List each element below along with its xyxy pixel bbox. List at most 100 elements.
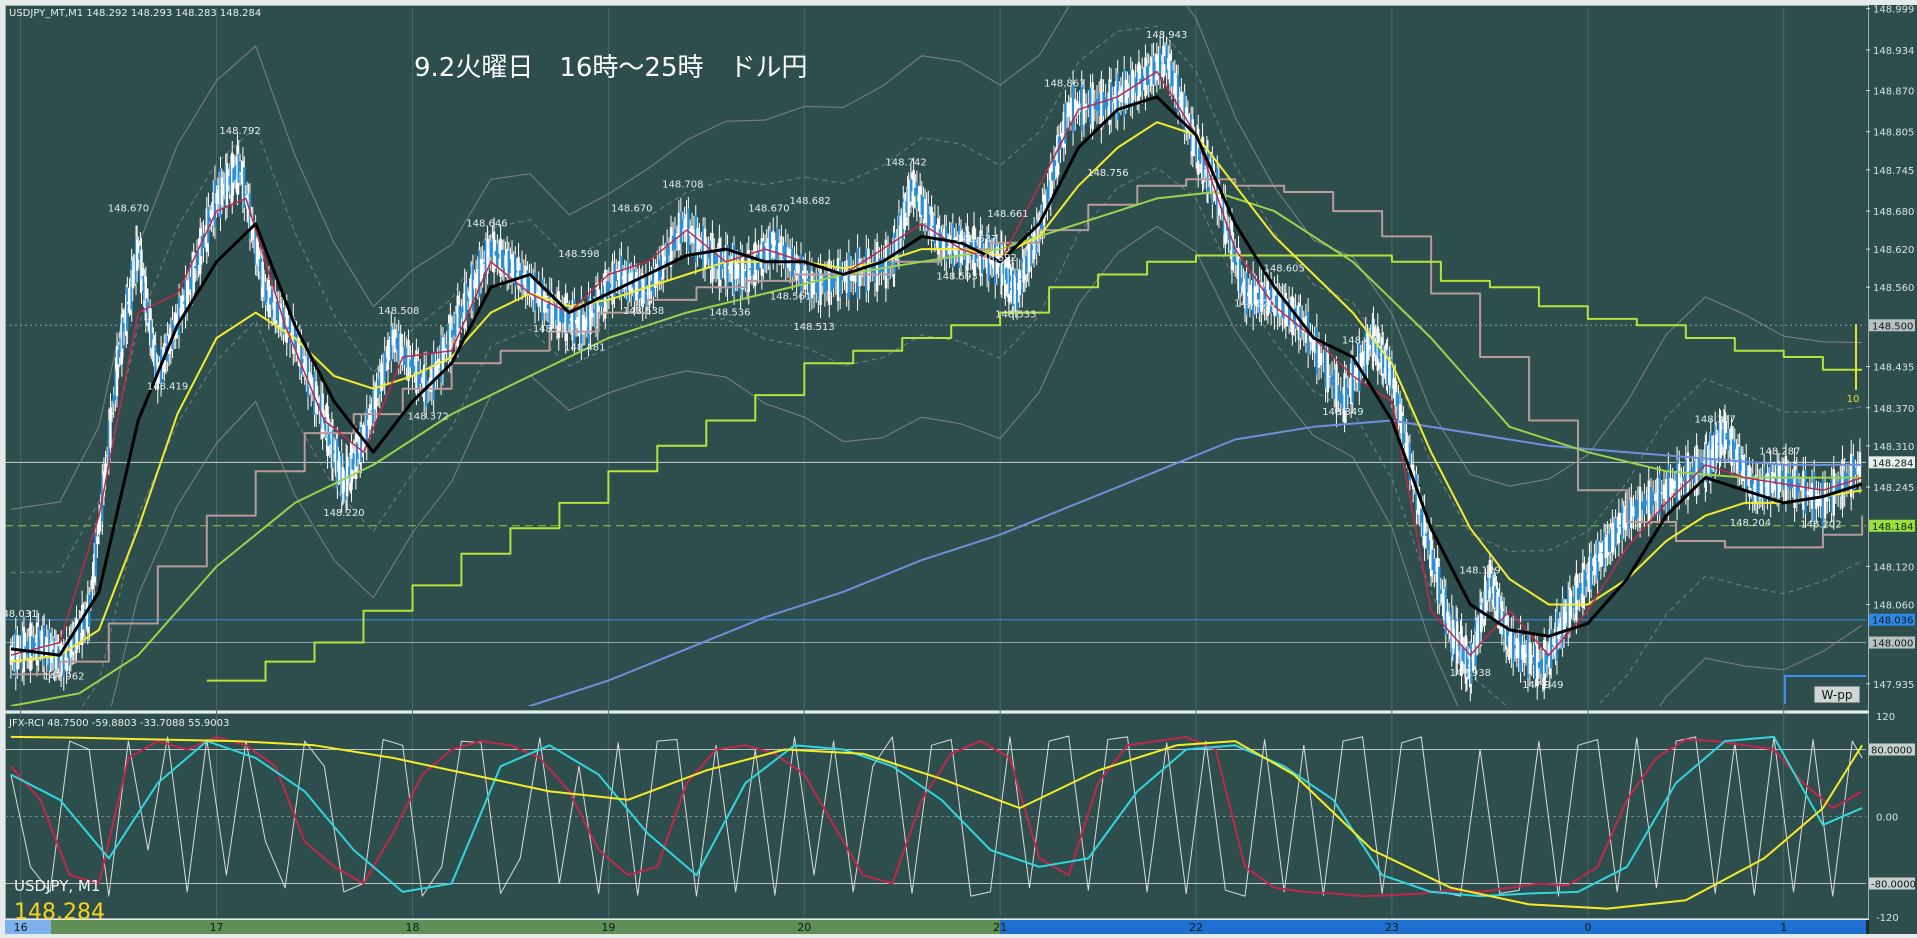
annotation-33: 148.129 <box>1459 566 1500 577</box>
candle-body <box>251 220 255 240</box>
candle-body <box>871 263 875 273</box>
candle-body <box>16 635 19 670</box>
candle-body <box>768 230 772 266</box>
price-tick-0: 148.999 <box>1873 5 1914 16</box>
candle-body <box>473 280 476 289</box>
candle-body <box>1069 97 1073 121</box>
candle-body <box>1662 484 1666 499</box>
candle-body <box>216 190 220 204</box>
candle-body <box>1856 463 1859 475</box>
annotation-7: 148.372 <box>407 411 448 422</box>
candle-body <box>819 265 822 306</box>
annotation-13: 148.538 <box>623 306 664 317</box>
candle-body <box>1651 492 1655 506</box>
annotation-32: 148.349 <box>1322 407 1363 418</box>
candle-body <box>1434 572 1438 574</box>
candle-body <box>1604 537 1607 559</box>
candle-body <box>1439 589 1443 595</box>
candle-body <box>671 235 675 251</box>
candle-body <box>468 291 471 299</box>
candle-body <box>458 305 461 329</box>
candle-body <box>1238 258 1242 293</box>
candle-body <box>1511 627 1515 664</box>
annotation-1: 147.962 <box>43 672 84 683</box>
osc-tag-3: -80.0000 <box>1871 880 1916 891</box>
price-tag-17: 148.036 <box>1872 616 1913 627</box>
candle-body <box>1817 494 1820 507</box>
candle-body <box>1018 270 1021 296</box>
candle-body <box>745 255 749 291</box>
candle-body <box>806 278 809 282</box>
candle-body <box>517 256 520 290</box>
candle-body <box>1821 479 1825 527</box>
candle-body <box>1442 588 1446 621</box>
candle-body <box>496 243 499 267</box>
annotation-37: 148.204 <box>1730 518 1771 529</box>
candle-body <box>1581 562 1585 608</box>
candle-body <box>679 211 683 244</box>
candle-body <box>569 318 573 321</box>
candle-body <box>200 235 204 257</box>
candle-body <box>1145 66 1149 86</box>
candle-body <box>72 632 75 652</box>
candle-body <box>40 638 43 650</box>
annotation-22: 148.592 <box>976 253 1017 264</box>
candle-body <box>1263 286 1266 309</box>
candle-body <box>375 383 378 406</box>
candle-body <box>964 230 968 266</box>
candle-body <box>42 625 46 667</box>
candle-body <box>1740 458 1743 471</box>
osc-tag-bg-1 <box>1869 743 1915 756</box>
candle-body <box>1183 92 1186 134</box>
candle-body <box>1364 328 1368 376</box>
candle-body <box>1076 101 1079 116</box>
candle-body <box>1265 289 1268 307</box>
annotation-30: 148.520 <box>1234 299 1275 310</box>
candle-body <box>407 339 410 382</box>
candle-body <box>181 295 184 320</box>
candle-body <box>499 238 502 277</box>
candle-body <box>1019 278 1023 280</box>
candle-body <box>1109 82 1113 121</box>
candle-body <box>225 163 229 206</box>
series-ma-mid <box>10 95 1863 657</box>
candle-body <box>526 270 529 296</box>
candle-body <box>652 267 655 297</box>
candle-body <box>109 407 112 448</box>
candle-body <box>920 194 923 215</box>
candle-body <box>194 266 197 269</box>
candle-body <box>1558 623 1561 637</box>
candle-body <box>576 317 580 328</box>
series-ma-fast <box>10 70 1863 656</box>
candle-body <box>1217 179 1221 216</box>
candle-body <box>711 232 714 283</box>
candle-body <box>910 179 914 192</box>
candle-body <box>878 258 881 274</box>
candle-body <box>80 604 84 646</box>
time-strip-blue <box>1000 920 1866 934</box>
candle-body <box>667 246 671 256</box>
candle-body <box>675 233 679 238</box>
candle-body <box>1636 499 1640 518</box>
candle-body <box>925 205 928 223</box>
candle-body <box>1510 629 1513 659</box>
candle-body <box>1078 103 1081 112</box>
candle-body <box>1046 186 1049 207</box>
candle-body <box>430 368 434 393</box>
candle-body <box>847 252 851 300</box>
candle-body <box>233 166 237 181</box>
candle-body <box>434 362 437 381</box>
candle-body <box>573 298 576 344</box>
candle-body <box>638 277 641 300</box>
candle-body <box>832 273 835 289</box>
candle-body <box>762 241 765 269</box>
candle-body <box>514 254 517 287</box>
candle-body <box>1176 74 1180 113</box>
candle-body <box>1548 629 1552 675</box>
annotation-3: 148.419 <box>147 382 188 393</box>
candle-body <box>298 336 302 367</box>
candle-body <box>1229 228 1232 251</box>
candle-body <box>945 225 948 262</box>
price-tick-6: 148.620 <box>1873 245 1914 256</box>
candle-body <box>460 306 463 319</box>
